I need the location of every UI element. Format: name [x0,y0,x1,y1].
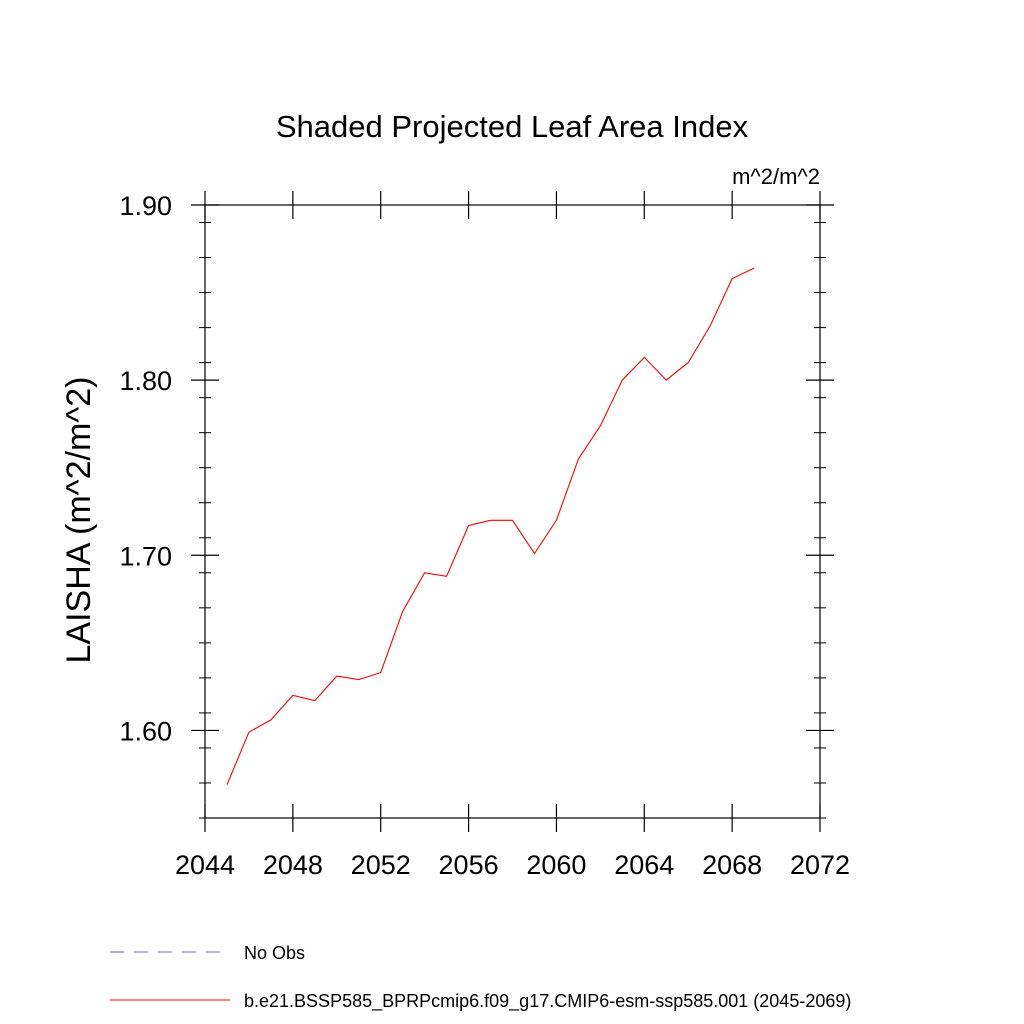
units-label: m^2/m^2 [732,164,820,189]
series-line [226,267,755,785]
y-tick-label: 1.90 [119,191,172,221]
y-minor-ticks [199,222,826,819]
plot-frame [204,204,821,819]
x-tick-label: 2052 [351,850,411,880]
x-tick-label: 2068 [702,850,762,880]
x-tick-label: 2060 [526,850,586,880]
legend: No Obs b.e21.BSSP585_BPRPcmip6.f09_g17.CM… [110,943,851,1012]
series-layer [226,267,755,785]
x-tick-label: 2048 [263,850,323,880]
legend-label: No Obs [244,943,305,963]
chart-title: Shaded Projected Leaf Area Index [276,109,749,144]
x-tick-label: 2072 [790,850,850,880]
y-tick-label: 1.80 [119,366,172,396]
x-tick-label: 2064 [614,850,674,880]
y-tick-label: 1.70 [119,541,172,571]
x-tick-label: 2044 [175,850,235,880]
y-major-ticks: 1.60 1.70 1.80 1.90 [119,191,834,746]
y-tick-label: 1.60 [119,716,172,746]
y-axis-label: LAISHA (m^2/m^2) [60,377,98,664]
x-ticks: 2044 2048 2052 2056 2060 2064 2068 2072 [175,191,850,880]
x-tick-label: 2056 [439,850,499,880]
legend-label: b.e21.BSSP585_BPRPcmip6.f09_g17.CMIP6-es… [244,991,851,1012]
